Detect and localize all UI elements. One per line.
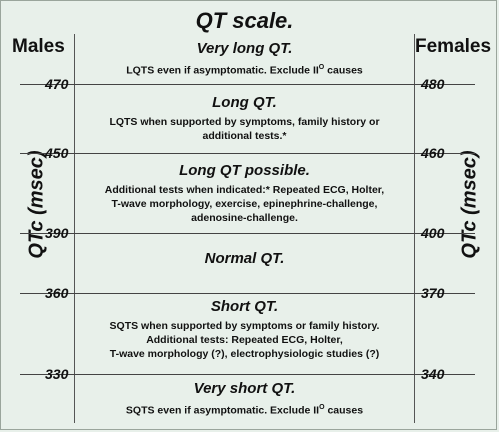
band-title: Long QT.	[212, 94, 277, 111]
band-very-short-qt: Very short QT. SQTS even if asymptomatic…	[74, 380, 415, 418]
male-threshold-label: 390	[45, 225, 69, 241]
band-title: Short QT.	[210, 298, 279, 315]
female-threshold-label: 370	[421, 285, 445, 301]
band-title: Normal QT.	[204, 250, 285, 267]
female-threshold-label: 480	[421, 76, 445, 92]
band-description: SQTS even if asymptomatic. Exclude IIO c…	[125, 404, 364, 417]
threshold-line-470	[20, 84, 475, 85]
female-threshold-label: 400	[421, 225, 445, 241]
axis-label-right: QTc (msec)	[458, 150, 481, 259]
males-header: Males	[12, 36, 65, 57]
female-threshold-label: 460	[421, 145, 445, 161]
band-normal-qt: Normal QT.	[74, 250, 415, 267]
threshold-line-360	[20, 293, 475, 294]
female-threshold-label: 340	[421, 366, 445, 382]
threshold-line-390	[20, 233, 475, 234]
qt-scale-column	[74, 34, 415, 423]
band-long-qt: Long QT. LQTS when supported by symptoms…	[74, 94, 415, 143]
male-threshold-label: 330	[45, 366, 69, 382]
band-title: Long QT possible.	[179, 162, 310, 179]
females-header: Females	[415, 36, 492, 57]
band-short-qt: Short QT. SQTS when supported by symptom…	[74, 298, 415, 361]
band-description: Additional tests when indicated:* Repeat…	[104, 184, 385, 224]
figure-title: QT scale.	[195, 8, 294, 33]
band-description: LQTS even if asymptomatic. Exclude IIO c…	[126, 64, 363, 77]
band-description: LQTS when supported by symptoms, family …	[109, 116, 380, 142]
male-threshold-label: 360	[45, 285, 69, 301]
threshold-line-330	[20, 374, 475, 375]
threshold-line-450	[20, 153, 475, 154]
male-threshold-label: 470	[45, 76, 69, 92]
band-title: Very long QT.	[196, 40, 293, 57]
band-very-long-qt: Very long QT. LQTS even if asymptomatic.…	[74, 40, 415, 78]
male-threshold-label: 450	[45, 145, 69, 161]
band-title: Very short QT.	[193, 380, 296, 397]
band-description: SQTS when supported by symptoms or famil…	[109, 320, 380, 360]
axis-label-left: QTc (msec)	[25, 150, 48, 259]
band-long-qt-possible: Long QT possible. Additional tests when …	[74, 162, 415, 225]
